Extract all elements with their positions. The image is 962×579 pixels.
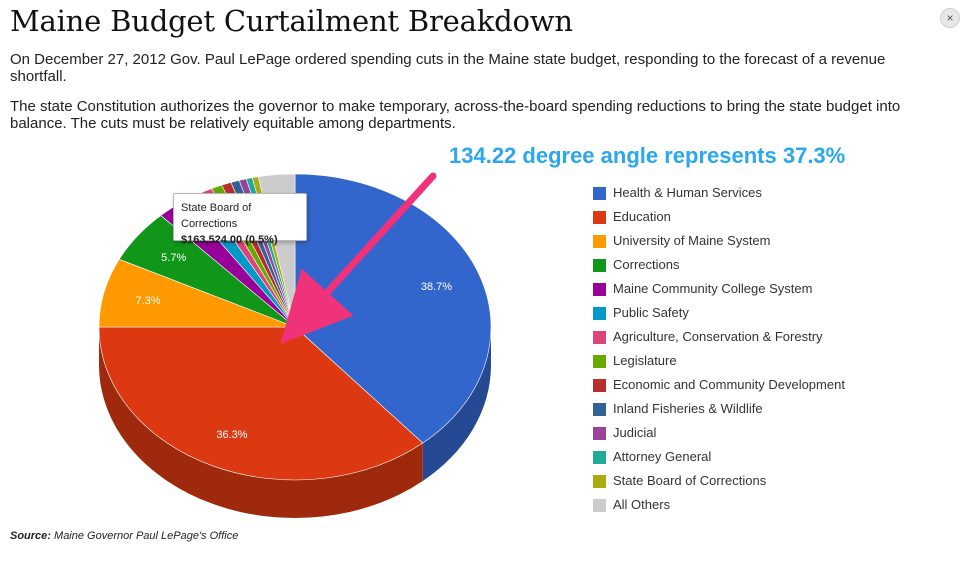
pie-side-education — [99, 327, 423, 518]
legend-swatch — [593, 451, 606, 464]
angle-annotation: 134.22 degree angle represents 37.3% — [449, 143, 846, 168]
pie-slice-health-and-human-services[interactable] — [294, 173, 492, 444]
pie-depth — [99, 327, 491, 518]
legend-label: Judicial — [613, 425, 657, 440]
legend-swatch — [593, 235, 606, 248]
data-label-health-and-human-services: 38.7% — [421, 281, 452, 293]
legend-label: Maine Community College System — [613, 281, 813, 296]
legend-swatch — [593, 379, 606, 392]
legend-swatch — [593, 355, 606, 368]
tooltip-value: $163,524.00 (0.5%) — [181, 234, 278, 246]
data-label-university-of-maine-system: 7.3% — [135, 295, 160, 307]
legend-swatch — [593, 427, 606, 440]
legend-label: Corrections — [613, 257, 680, 272]
legend-label: Legislature — [613, 353, 677, 368]
data-label-corrections: 5.7% — [161, 252, 186, 264]
legend-label: Inland Fisheries & Wildlife — [613, 401, 763, 416]
close-icon: × — [946, 11, 954, 25]
pie-data-labels: 38.7% 36.3% 7.3% 5.7% — [135, 252, 452, 441]
legend-swatch — [593, 331, 606, 344]
slice-tooltip: State Board of Corrections $163,524.00 (… — [173, 193, 307, 246]
legend-label: State Board of Corrections — [613, 473, 767, 488]
legend-label: All Others — [613, 497, 671, 512]
legend-swatch — [593, 211, 606, 224]
pie-side-health-and-human-services — [422, 327, 491, 482]
legend-label: Economic and Community Development — [613, 377, 845, 392]
close-button[interactable]: × — [940, 8, 960, 28]
legend-swatch — [593, 187, 606, 200]
legend-swatch — [593, 499, 606, 512]
legend-label: Health & Human Services — [613, 185, 762, 200]
legend-label: Public Safety — [613, 305, 689, 320]
source-note: Source: Maine Governor Paul LePage's Off… — [10, 530, 239, 542]
legend-label: Agriculture, Conservation & Forestry — [613, 329, 823, 344]
legend-label: Education — [613, 209, 671, 224]
legend-swatch — [593, 283, 606, 296]
legend-label: University of Maine System — [613, 233, 771, 248]
tooltip-name: State Board of Corrections — [181, 202, 252, 230]
annotation-arrow — [280, 172, 437, 344]
legend-swatch — [593, 403, 606, 416]
pie-top — [98, 173, 492, 481]
legend-swatch — [593, 475, 606, 488]
legend-label: Attorney General — [613, 449, 712, 464]
page-title: Maine Budget Curtailment Breakdown — [10, 4, 573, 38]
constitution-paragraph: The state Constitution authorizes the go… — [10, 98, 901, 132]
pie-slice-education[interactable] — [98, 326, 424, 481]
data-label-education: 36.3% — [216, 429, 247, 441]
legend-swatch — [593, 307, 606, 320]
legend-swatch — [593, 259, 606, 272]
intro-paragraph: On December 27, 2012 Gov. Paul LePage or… — [10, 51, 886, 85]
